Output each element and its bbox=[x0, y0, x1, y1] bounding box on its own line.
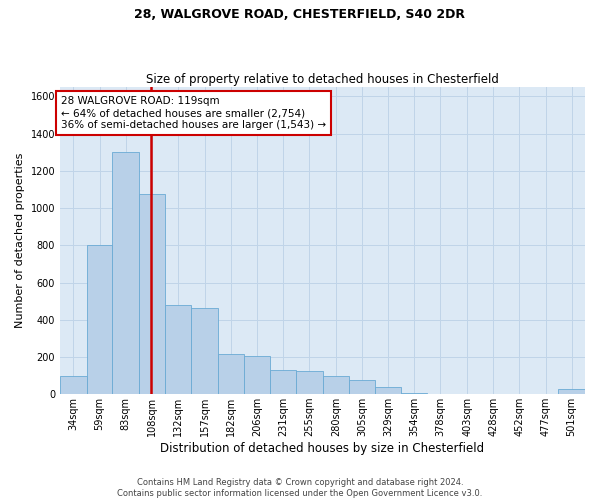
Bar bbox=[218, 354, 244, 394]
Bar bbox=[323, 376, 349, 394]
Text: 28, WALGROVE ROAD, CHESTERFIELD, S40 2DR: 28, WALGROVE ROAD, CHESTERFIELD, S40 2DR bbox=[134, 8, 466, 20]
Bar bbox=[60, 376, 87, 394]
Bar bbox=[112, 152, 139, 394]
Title: Size of property relative to detached houses in Chesterfield: Size of property relative to detached ho… bbox=[146, 73, 499, 86]
Bar bbox=[559, 389, 585, 394]
Bar bbox=[164, 305, 191, 394]
Bar bbox=[244, 356, 270, 394]
X-axis label: Distribution of detached houses by size in Chesterfield: Distribution of detached houses by size … bbox=[160, 442, 485, 455]
Bar bbox=[375, 386, 401, 394]
Bar bbox=[401, 392, 427, 394]
Text: Contains HM Land Registry data © Crown copyright and database right 2024.
Contai: Contains HM Land Registry data © Crown c… bbox=[118, 478, 482, 498]
Bar bbox=[270, 370, 296, 394]
Bar bbox=[191, 308, 218, 394]
Text: 28 WALGROVE ROAD: 119sqm
← 64% of detached houses are smaller (2,754)
36% of sem: 28 WALGROVE ROAD: 119sqm ← 64% of detach… bbox=[61, 96, 326, 130]
Y-axis label: Number of detached properties: Number of detached properties bbox=[15, 153, 25, 328]
Bar bbox=[349, 380, 375, 394]
Bar bbox=[87, 246, 112, 394]
Bar bbox=[139, 194, 164, 394]
Bar bbox=[296, 371, 323, 394]
